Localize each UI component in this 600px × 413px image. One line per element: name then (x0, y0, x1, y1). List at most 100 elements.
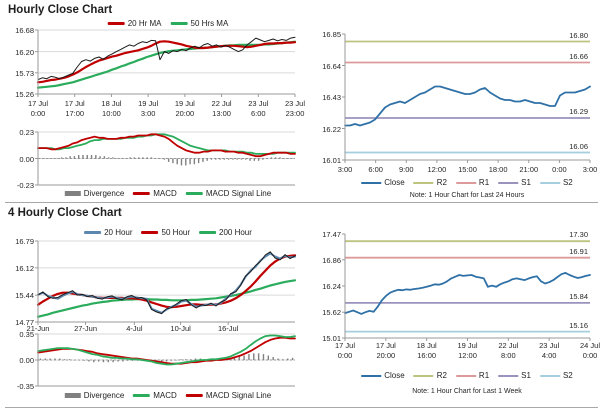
hourly-pivot-ytick: 16.43 (322, 93, 341, 102)
legend-label: Close (384, 371, 405, 380)
legend-label: S1 (521, 178, 531, 187)
hourly-pivot-note: Note: 1 Hour Chart for Last 24 Hours (409, 192, 525, 199)
hourly-price-xtick: 23 Jul 6:00 (248, 99, 269, 118)
legend-label: Close (384, 178, 405, 187)
legend-label: R1 (478, 178, 490, 187)
legend-swatch-icon (498, 374, 519, 377)
weekly-pivot-xtick: 17 Jul 20:00 (375, 341, 396, 360)
weekly-pivot-ytick: 16.24 (322, 282, 341, 291)
weekly-pivot-legend-close: Close (361, 371, 405, 380)
4hourly-price-xtick: 10-Jul (170, 324, 191, 333)
hourly-price-xtick: 17 Jul 0:00 (27, 99, 48, 118)
weekly-pivot-legend: Close R2 R1 S1 S2 (361, 371, 573, 380)
weekly-pivot-xtick: 22 Jul 8:00 (498, 341, 519, 360)
legend-swatch-icon (64, 191, 81, 196)
hourly-macd-legend-macd-signal-line: MACD Signal Line (185, 189, 272, 198)
hourly-pivot-xtick: 0:00 (552, 165, 567, 174)
hourly-pivot-xtick: 3:00 (582, 165, 598, 174)
hourly-chart-title: Hourly Close Chart (8, 4, 113, 16)
legend-label: R1 (478, 371, 490, 380)
legend-label: MACD Signal Line (205, 189, 272, 198)
weekly-pivot-level-s1: 15.84 (569, 291, 588, 301)
4hourly-price-legend-200-hour: 200 Hour (199, 228, 252, 237)
hourly-price-legend: 20 Hr MA 50 Hrs MA (107, 19, 229, 28)
weekly-pivot-xtick: 19 Jul 12:00 (457, 341, 478, 360)
legend-label: S2 (562, 178, 573, 187)
legend-label: R2 (436, 371, 447, 380)
section-divider (5, 202, 598, 203)
4hourly-price-ytick: 15.44 (15, 291, 34, 301)
hourly-pivot-level-s2: 16.06 (569, 141, 588, 151)
hourly-pivot-xtick: 9:00 (398, 165, 414, 174)
4hourly-price-xtick: 27-Jun (74, 324, 97, 333)
hourly-pivot-xtick: 18:00 (488, 165, 508, 174)
legend-label: Divergence (83, 391, 125, 400)
legend-label: R2 (436, 178, 447, 187)
hourly-pivot-xtick: 21:00 (519, 165, 539, 174)
4hourly-price-ytick: 14.77 (15, 318, 34, 327)
hourly-pivot-level-r1: 16.66 (569, 51, 588, 61)
legend-label: 50 Hour (161, 228, 191, 237)
legend-swatch-icon (413, 181, 434, 184)
4hourly-macd-ytick: 0.00 (19, 356, 34, 365)
4hourly-macd-plot (35, 333, 296, 387)
legend-label: MACD (153, 391, 177, 400)
4hourly-price-xtick: 16-Jul (217, 324, 239, 333)
legend-swatch-icon (107, 22, 125, 25)
hourly-pivot-level-r2: 16.80 (569, 30, 588, 40)
hourly-price-xtick: 17 Jul 17:00 (64, 99, 85, 118)
hourly-pivot-legend: Close R2 R1 S1 S2 (361, 178, 573, 187)
hourly-pivot-xtick: 3:00 (337, 165, 353, 174)
hourly-macd-legend: Divergence MACD MACD Signal Line (64, 189, 272, 198)
hourly-price-plot (35, 29, 297, 97)
hourly-price-xtick: 19 Jul 3:00 (138, 99, 159, 118)
4hourly-macd-legend-macd: MACD (133, 391, 177, 400)
weekly-pivot-legend-s2: S2 (539, 371, 573, 380)
legend-swatch-icon (455, 374, 476, 377)
hourly-pivot-level-s1: 16.29 (569, 107, 588, 116)
legend-swatch-icon (64, 393, 81, 398)
legend-label: 50 Hrs MA (190, 19, 229, 28)
weekly-pivot-level-r1: 16.91 (569, 246, 588, 256)
legend-swatch-icon (199, 231, 217, 234)
hourly-pivot-xtick: 15:00 (458, 165, 477, 174)
weekly-pivot-ytick: 17.47 (322, 230, 341, 239)
legend-swatch-icon (170, 22, 188, 25)
hourly-price-legend-50-hrs-ma: 50 Hrs MA (170, 19, 229, 28)
weekly-pivot-xtick: 23 Jul 4:00 (539, 341, 560, 360)
legend-label: S1 (521, 371, 531, 380)
hourly-pivot-xtick: 6:00 (368, 165, 383, 174)
hourly-pivot-ytick: 16.22 (322, 124, 341, 134)
4hourly-macd-ytick: 0.35 (19, 330, 34, 339)
hourly-price-ytick: 16.20 (15, 47, 34, 57)
hourly-pivot-legend-s1: S1 (498, 178, 531, 187)
4hourly-price-plot (35, 240, 297, 325)
4hourly-price-xtick: 21-Jun (26, 324, 50, 333)
weekly-pivot-level-r2: 17.30 (569, 230, 588, 240)
legend-swatch-icon (539, 374, 560, 377)
legend-swatch-icon (133, 192, 151, 195)
weekly-pivot-xtick: 18 Jul 16:00 (416, 341, 437, 360)
legend-swatch-icon (141, 231, 159, 234)
hourly-price-ytick: 15.26 (15, 90, 34, 99)
weekly-pivot-legend-s1: S1 (498, 371, 531, 380)
hourly-price-xtick: 18 Jul 10:00 (101, 99, 122, 118)
hourly-macd-plot (35, 131, 296, 186)
legend-label: 20 Hr MA (127, 19, 162, 28)
weekly-pivot-legend-r1: R1 (455, 371, 490, 380)
4hourly-macd-legend: Divergence MACD MACD Signal Line (64, 391, 271, 400)
hourly-price-xtick: 23 Jul 23:00 (284, 99, 305, 118)
legend-swatch-icon (498, 181, 519, 184)
weekly-pivot-ytick: 15.62 (322, 308, 341, 318)
hourly-pivot-legend-r1: R1 (455, 178, 490, 187)
hourly-price-ytick: 15.73 (15, 68, 34, 78)
hourly-macd-ytick: 0.00 (19, 154, 34, 164)
weekly-pivot-note: Note: 1 Hour Chart for Last 1 Week (412, 388, 522, 395)
4hourly-price-legend-20-hour: 20 Hour (84, 228, 133, 237)
hourly-pivot-legend-s2: S2 (539, 178, 573, 187)
hourly-price-legend-20-hr-ma: 20 Hr MA (107, 19, 162, 28)
legend-swatch-icon (185, 394, 203, 397)
4hourly-price-xtick: 4-Jul (126, 324, 143, 333)
legend-swatch-icon (133, 394, 151, 397)
